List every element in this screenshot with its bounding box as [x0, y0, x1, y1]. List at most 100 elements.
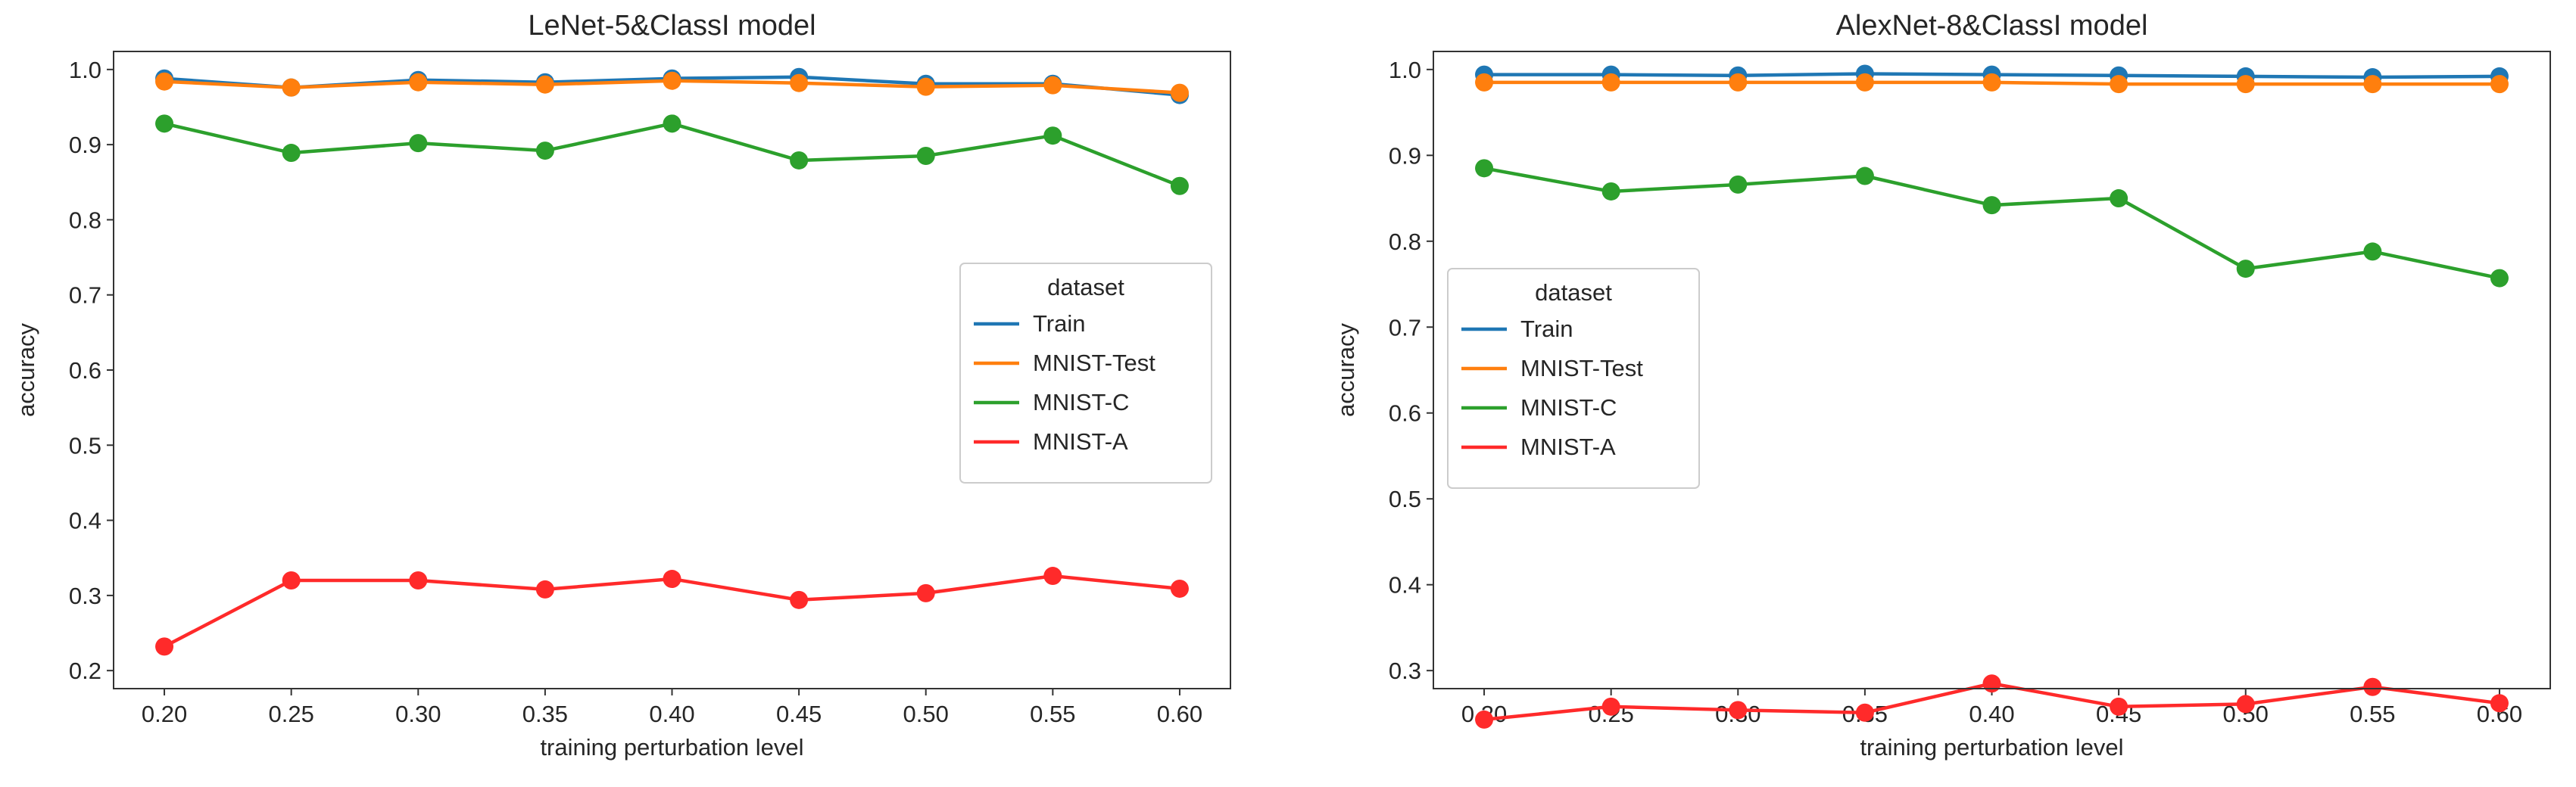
x-tick-label: 0.20: [142, 701, 187, 727]
data-point: [663, 114, 681, 133]
data-point: [663, 71, 681, 90]
data-point: [1170, 579, 1189, 598]
data-point: [790, 73, 809, 92]
chart-title: AlexNet-8&ClassI model: [1836, 10, 2148, 42]
data-point: [1170, 83, 1189, 102]
legend-title: dataset: [1047, 274, 1124, 300]
y-tick-label: 0.6: [1389, 400, 1421, 427]
y-tick-label: 0.9: [69, 132, 101, 158]
y-tick-label: 0.5: [69, 432, 101, 459]
data-point: [2490, 269, 2509, 288]
chart-panel-2: AlexNet-8&ClassI model0.200.250.300.350.…: [1333, 10, 2551, 761]
series-line: [1483, 166, 2500, 280]
y-tick-label: 0.8: [69, 207, 101, 233]
data-point: [1855, 703, 1874, 722]
legend-entry: Train: [1033, 310, 1085, 337]
x-tick-label: 0.60: [1157, 701, 1202, 727]
data-point: [916, 147, 935, 166]
legend-entry: Train: [1520, 316, 1573, 342]
x-tick-label: 0.25: [268, 701, 313, 727]
x-tick-label: 0.40: [1969, 701, 2014, 727]
data-point: [155, 72, 174, 91]
data-point: [1475, 73, 1494, 92]
data-point: [1729, 175, 1748, 194]
data-point: [1043, 567, 1062, 586]
data-point: [1601, 182, 1620, 201]
data-point: [2363, 242, 2382, 261]
x-axis-label: training perturbation level: [1860, 734, 2123, 761]
x-tick-label: 0.40: [649, 701, 694, 727]
data-point: [535, 75, 554, 94]
chart-title: LeNet-5&ClassI model: [528, 10, 816, 42]
y-tick-label: 1.0: [69, 57, 101, 83]
data-point: [1601, 697, 1620, 716]
legend-entry: MNIST-Test: [1520, 355, 1643, 381]
y-axis-label: accuracy: [1333, 322, 1359, 417]
data-point: [916, 77, 935, 96]
data-point: [1982, 196, 2001, 215]
data-point: [2490, 75, 2509, 94]
y-tick-label: 0.8: [1389, 229, 1421, 255]
data-point: [2490, 694, 2509, 713]
y-tick-label: 0.7: [1389, 314, 1421, 341]
y-tick-label: 0.4: [69, 508, 101, 534]
data-point: [282, 571, 301, 590]
legend: dataset Train MNIST-Test MNIST-C MNIST-A: [959, 263, 1212, 484]
plot-frame: [1433, 51, 2551, 689]
legend-entry: MNIST-Test: [1033, 350, 1155, 376]
series-mnist-c: [155, 114, 1189, 195]
x-tick-label: 0.35: [522, 701, 568, 727]
data-point: [2363, 677, 2382, 696]
data-point: [282, 78, 301, 97]
legend-title: dataset: [1535, 279, 1612, 306]
x-tick-label: 0.45: [776, 701, 822, 727]
y-tick-label: 0.9: [1389, 142, 1421, 169]
data-point: [1982, 674, 2001, 693]
y-tick-label: 0.3: [69, 583, 101, 609]
legend-entry: MNIST-A: [1520, 434, 1616, 460]
data-point: [1729, 73, 1748, 92]
data-point: [1475, 159, 1494, 178]
data-point: [535, 580, 554, 599]
y-axis-label: accuracy: [13, 322, 39, 417]
data-point: [1855, 73, 1874, 92]
data-point: [409, 134, 428, 153]
data-point: [790, 151, 809, 170]
data-point: [663, 570, 681, 589]
data-point: [1043, 126, 1062, 145]
data-point: [409, 73, 428, 92]
data-point: [1043, 76, 1062, 95]
legend-box: [959, 263, 1212, 484]
data-point: [2363, 75, 2382, 94]
x-tick-label: 0.55: [1030, 701, 1075, 727]
series-mnist-a: [155, 567, 1189, 656]
x-tick-label: 0.55: [2350, 701, 2395, 727]
series-line: [164, 122, 1180, 188]
data-point: [790, 590, 809, 609]
x-axis-label: training perturbation level: [540, 734, 803, 761]
data-point: [1170, 176, 1189, 195]
data-point: [409, 571, 428, 590]
data-point: [1729, 701, 1748, 720]
data-point: [2110, 189, 2128, 208]
data-point: [1475, 710, 1494, 729]
data-point: [2110, 697, 2128, 716]
data-point: [282, 144, 301, 163]
y-tick-label: 0.7: [69, 282, 101, 309]
data-point: [1982, 73, 2001, 92]
x-tick-label: 0.50: [903, 701, 949, 727]
y-tick-label: 0.4: [1389, 572, 1421, 599]
data-point: [535, 142, 554, 160]
x-tick-label: 0.30: [395, 701, 441, 727]
legend-entry: MNIST-A: [1033, 428, 1128, 455]
data-point: [155, 114, 174, 133]
series-mnist-test: [155, 71, 1189, 102]
y-tick-label: 1.0: [1389, 57, 1421, 83]
y-tick-label: 0.5: [1389, 486, 1421, 512]
legend-box: [1447, 268, 1700, 489]
legend-entry: MNIST-C: [1520, 394, 1617, 421]
y-tick-label: 0.3: [1389, 658, 1421, 684]
data-point: [2236, 695, 2255, 714]
